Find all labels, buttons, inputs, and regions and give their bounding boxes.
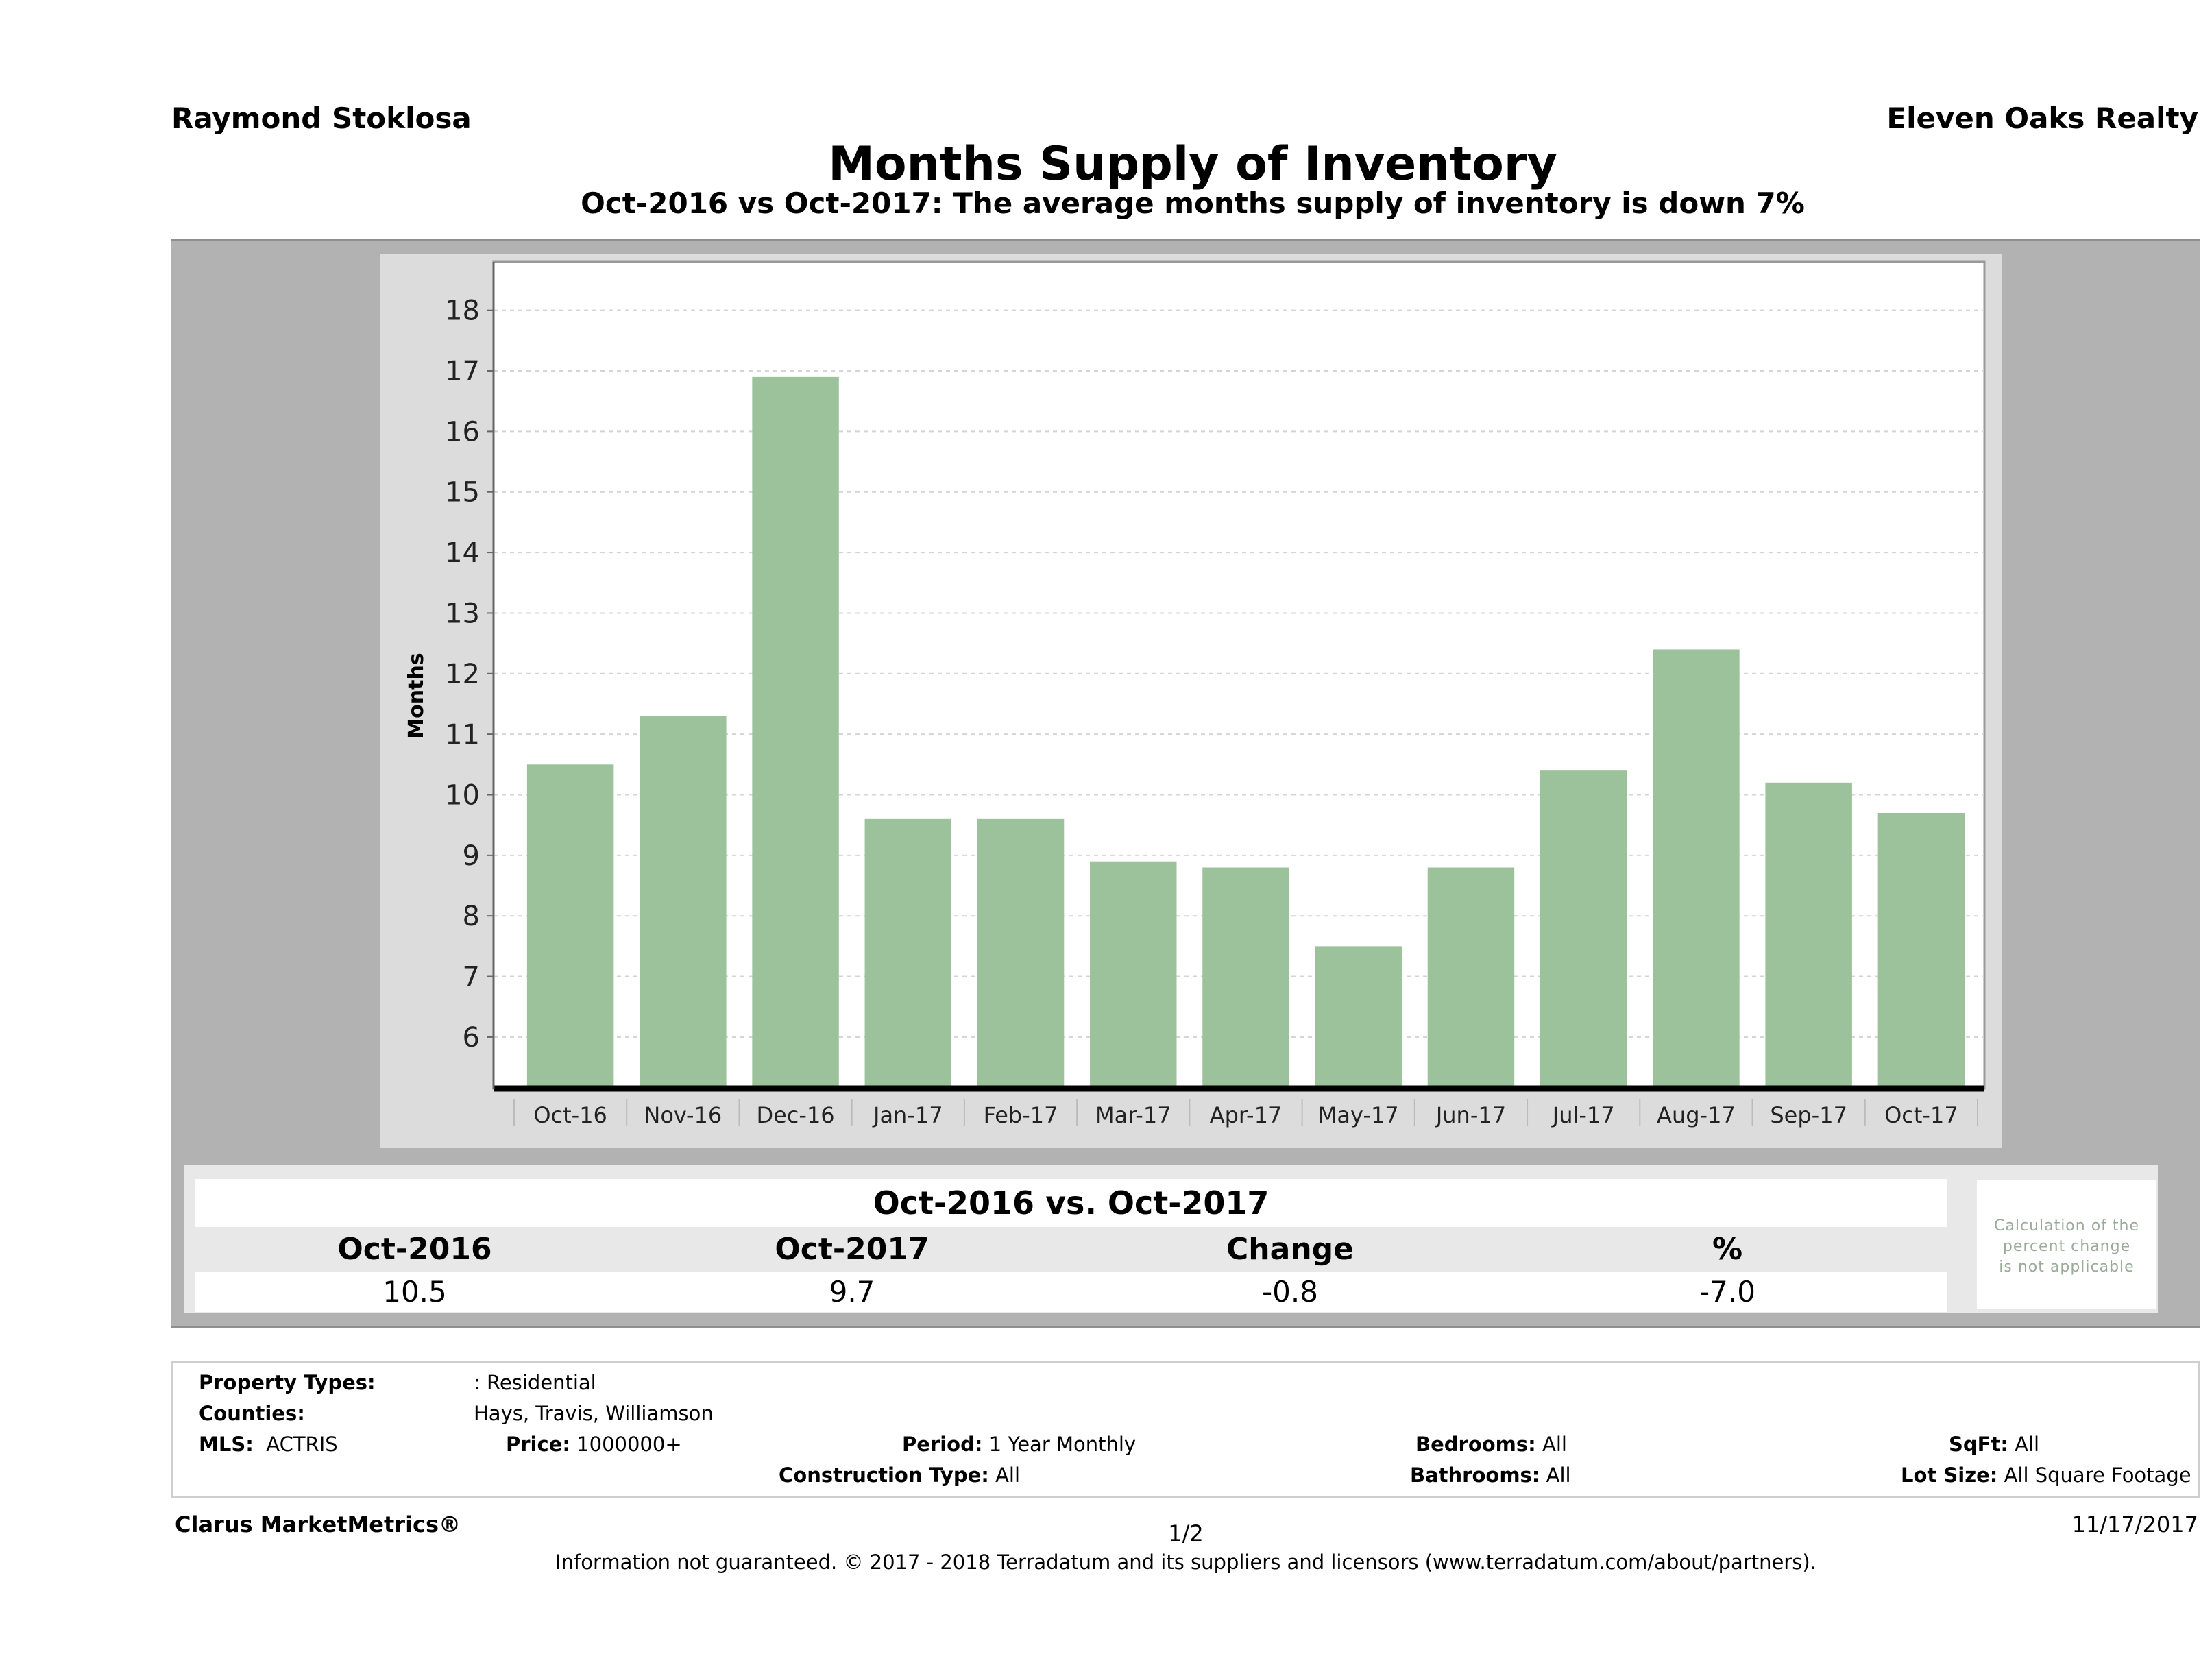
footer-brand: Clarus MarketMetrics® [175, 1511, 461, 1537]
bar [1540, 770, 1627, 1089]
y-tick-label: 9 [463, 840, 480, 872]
bar [640, 716, 727, 1089]
bar [526, 764, 614, 1089]
bar [1315, 946, 1402, 1089]
percent-change-note: Calculation of the percent change is not… [1977, 1180, 2156, 1309]
x-tick-label: Jun-17 [1435, 1102, 1506, 1128]
x-tick-label: Mar-17 [1095, 1102, 1171, 1128]
report-subtitle: Oct-2016 vs Oct-2017: The average months… [581, 186, 1805, 220]
note-line: percent change [2002, 1238, 2131, 1255]
bar [1202, 867, 1289, 1089]
bar [977, 818, 1065, 1089]
construction-type-label: Construction Type: [779, 1463, 989, 1487]
period-label: Period: [902, 1433, 983, 1456]
summary-value-row: 10.5 9.7 -0.8 -7.0 [195, 1272, 1947, 1312]
y-tick-label: 14 [445, 537, 480, 569]
property-types-label: Property Types: [199, 1371, 376, 1394]
counties-value: Hays, Travis, Williamson [474, 1402, 714, 1425]
x-tick-label: Oct-16 [533, 1102, 607, 1128]
counties-label: Counties: [199, 1402, 305, 1425]
bar [1765, 782, 1852, 1089]
y-tick-label: 6 [463, 1022, 480, 1054]
construction-type-value: All [995, 1463, 1021, 1487]
y-tick-label: 18 [445, 295, 480, 327]
summary-header-cell: Oct-2016 [337, 1232, 492, 1267]
y-tick-label: 17 [445, 356, 480, 387]
brokerage-name: Eleven Oaks Realty [1886, 101, 2198, 135]
bar [1090, 861, 1177, 1089]
report-title: Months Supply of Inventory [828, 137, 1557, 191]
sqft-label: SqFt: [1949, 1433, 2008, 1456]
x-tick-label: Oct-17 [1884, 1102, 1958, 1128]
price-value: 1000000+ [576, 1433, 682, 1456]
page-number: 1/2 [1168, 1520, 1204, 1546]
summary-title: Oct-2016 vs. Oct-2017 [195, 1179, 1947, 1227]
bathrooms-label: Bathrooms: [1410, 1463, 1540, 1487]
summary-header-cell: % [1712, 1232, 1743, 1267]
search-criteria: Property Types: : Residential Counties: … [171, 1361, 2200, 1498]
disclaimer: Information not guaranteed. © 2017 - 201… [555, 1551, 1816, 1574]
property-types-value: : Residential [474, 1371, 596, 1394]
lot-size-label: Lot Size: [1901, 1463, 1998, 1487]
mls-label: MLS: [199, 1433, 254, 1456]
y-tick-label: 12 [445, 659, 480, 690]
x-tick-label: Jan-17 [872, 1102, 943, 1128]
y-tick-label: 8 [463, 901, 480, 932]
chart-panel: 6 7 8 9 10 11 12 13 14 15 16 17 18 Months Oct-16 Nov-16… [380, 254, 2002, 1148]
sqft-value: All [2015, 1433, 2040, 1456]
note-line: is not applicable [1999, 1258, 2135, 1276]
summary-value-cell: 10.5 [382, 1275, 447, 1309]
x-tick-label: Aug-17 [1657, 1102, 1736, 1128]
x-tick-label: Sep-17 [1770, 1102, 1847, 1128]
bar [1653, 649, 1740, 1089]
price-label: Price: [506, 1433, 570, 1456]
y-axis-label: Months [404, 653, 428, 738]
period-value: 1 Year Monthly [988, 1433, 1137, 1456]
summary-value-cell: -0.8 [1262, 1275, 1318, 1309]
x-tick-label: Jul-17 [1551, 1102, 1615, 1128]
summary-header-cell: Change [1226, 1232, 1354, 1267]
note-line: Calculation of the [1993, 1217, 2140, 1235]
bedrooms-value: All [1542, 1433, 1567, 1456]
summary-value-cell: -7.0 [1699, 1275, 1755, 1309]
y-tick-label: 16 [445, 416, 480, 448]
x-tick-label: Dec-16 [756, 1102, 834, 1128]
bathrooms-value: All [1546, 1463, 1571, 1487]
bar-chart: 6 7 8 9 10 11 12 13 14 15 16 17 18 Months Oct-16 Nov-16… [404, 260, 1986, 1128]
report-date: 11/17/2017 [2071, 1511, 2198, 1537]
y-tick-label: 13 [445, 598, 480, 629]
summary-header-cell: Oct-2017 [775, 1232, 929, 1267]
bar [752, 376, 839, 1089]
bar [864, 818, 952, 1089]
summary-value-cell: 9.7 [829, 1275, 875, 1309]
x-tick-label: May-17 [1318, 1102, 1399, 1128]
y-tick-label: 10 [445, 779, 480, 811]
bedrooms-label: Bedrooms: [1415, 1433, 1536, 1456]
mls-value: ACTRIS [266, 1433, 338, 1456]
x-tick-label: Apr-17 [1210, 1102, 1283, 1128]
y-tick-label: 11 [445, 719, 480, 751]
y-tick-label: 15 [445, 477, 480, 509]
summary-header-row: Oct-2016 Oct-2017 Change % [195, 1227, 1947, 1272]
y-tick-label: 7 [463, 962, 480, 993]
x-tick-label: Feb-17 [984, 1102, 1058, 1128]
lot-size-value: All Square Footage [2004, 1463, 2191, 1487]
bar [1427, 867, 1515, 1089]
agent-name: Raymond Stoklosa [171, 101, 472, 135]
x-tick-label: Nov-16 [644, 1102, 722, 1128]
bar [1877, 813, 1965, 1089]
